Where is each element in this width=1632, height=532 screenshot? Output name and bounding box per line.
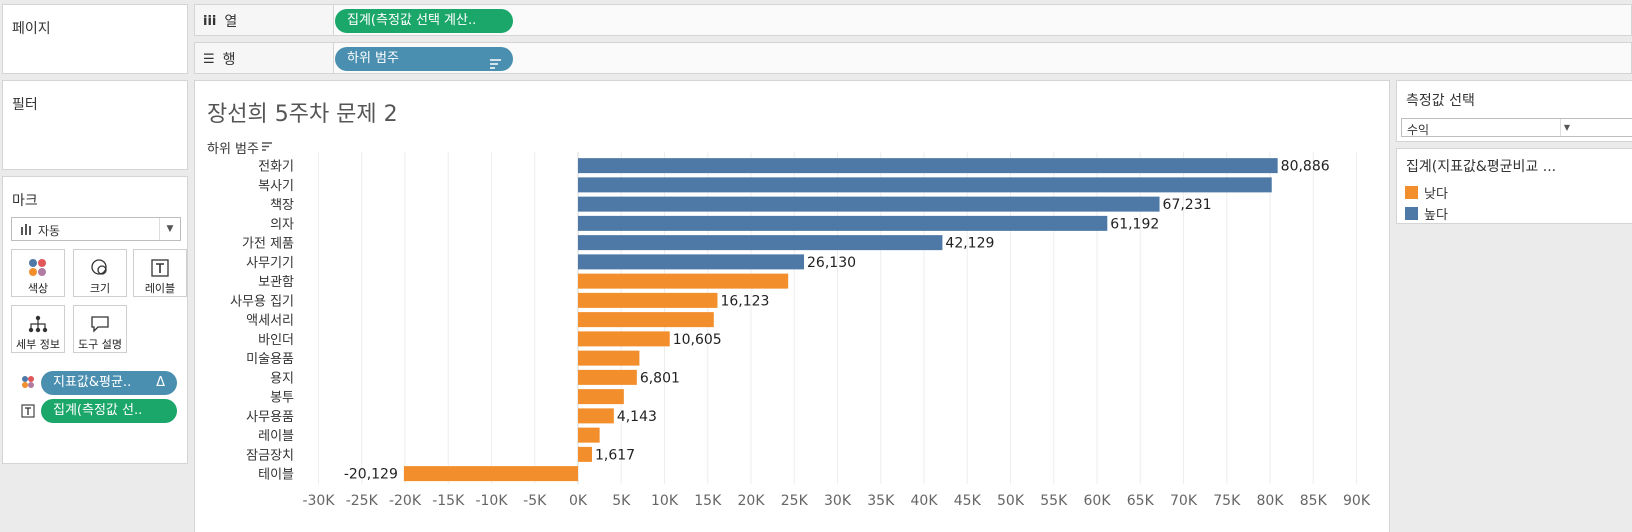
bar-chart-icon bbox=[20, 223, 32, 238]
detail-icon bbox=[12, 312, 64, 336]
columns-shelf-header: iii 열 bbox=[203, 11, 237, 31]
size-icon bbox=[74, 256, 126, 280]
row-header-label: 하위 범주 bbox=[207, 142, 259, 157]
sort-icon bbox=[261, 140, 273, 155]
legend-label-high: 높다 bbox=[1424, 208, 1448, 223]
sort-descending-icon bbox=[490, 54, 501, 71]
color-field-icon bbox=[21, 375, 35, 393]
size-button-label: 크기 bbox=[89, 282, 111, 295]
parameter-panel: 측정값 선택 수익 ▼ bbox=[1396, 80, 1632, 142]
columns-shelf-label: 열 bbox=[224, 14, 238, 30]
rows-icon: ☰ bbox=[203, 51, 215, 67]
chart-title: 장선희 5주차 문제 2 bbox=[207, 102, 398, 127]
parameter-value: 수익 bbox=[1407, 123, 1430, 137]
tooltip-button-label: 도구 설명 bbox=[78, 338, 122, 351]
view-panel: 장선희 5주차 문제 2 하위 범주 bbox=[194, 80, 1390, 532]
marks-title: 마크 bbox=[12, 193, 38, 209]
legend-label-low: 낮다 bbox=[1424, 187, 1448, 202]
pages-panel: 페이지 bbox=[2, 4, 188, 74]
rows-pill[interactable]: 하위 범주 bbox=[335, 47, 513, 71]
columns-drop-area[interactable] bbox=[333, 5, 1631, 35]
rows-shelf: ☰ 행 하위 범주 bbox=[194, 42, 1632, 74]
chevron-down-icon: ▼ bbox=[159, 218, 180, 240]
row-header[interactable]: 하위 범주 bbox=[207, 138, 273, 157]
mark-type-value: 자동 bbox=[38, 224, 61, 238]
label-field-label: 집계(측정값 선.. bbox=[53, 403, 143, 418]
parameter-title: 측정값 선택 bbox=[1406, 93, 1475, 109]
text-label-icon bbox=[134, 256, 186, 280]
columns-pill-label: 집계(측정값 선택 계산.. bbox=[347, 13, 477, 28]
legend-swatch-low bbox=[1405, 186, 1418, 199]
rows-drop-area[interactable] bbox=[333, 43, 1631, 73]
label-button-label: 레이블 bbox=[144, 282, 176, 295]
rows-shelf-header: ☰ 행 bbox=[203, 49, 236, 69]
detail-button[interactable]: 세부 정보 bbox=[11, 305, 65, 353]
delta-icon: Δ bbox=[156, 375, 165, 390]
columns-shelf: iii 열 집계(측정값 선택 계산.. bbox=[194, 4, 1632, 36]
columns-icon: iii bbox=[203, 13, 217, 29]
parameter-dropdown[interactable]: 수익 ▼ bbox=[1401, 118, 1632, 137]
color-button[interactable]: 색상 bbox=[11, 249, 65, 297]
columns-pill[interactable]: 집계(측정값 선택 계산.. bbox=[335, 9, 513, 33]
color-field-pill[interactable]: 지표값&평균.. Δ bbox=[41, 371, 177, 395]
legend-swatch-high bbox=[1405, 207, 1418, 220]
filters-panel[interactable]: 필터 bbox=[2, 80, 188, 170]
rows-shelf-label: 행 bbox=[222, 52, 236, 68]
color-icon bbox=[12, 256, 64, 280]
rows-pill-label: 하위 범주 bbox=[347, 51, 399, 66]
mark-type-dropdown[interactable]: 자동 ▼ bbox=[11, 217, 181, 241]
size-button[interactable]: 크기 bbox=[73, 249, 127, 297]
color-field-label: 지표값&평균.. bbox=[53, 375, 132, 390]
color-button-label: 색상 bbox=[27, 282, 49, 295]
label-button[interactable]: 레이블 bbox=[133, 249, 187, 297]
speech-bubble-icon bbox=[74, 312, 126, 336]
label-field-pill[interactable]: 집계(측정값 선.. bbox=[41, 399, 177, 423]
pages-title: 페이지 bbox=[12, 21, 51, 37]
detail-button-label: 세부 정보 bbox=[16, 338, 60, 351]
legend-item-high[interactable]: 높다 bbox=[1405, 204, 1448, 223]
legend-title: 집계(지표값&평균비교 ... bbox=[1406, 159, 1557, 175]
label-field-icon bbox=[21, 404, 35, 422]
chevron-down-icon: ▼ bbox=[1560, 119, 1573, 136]
tooltip-button[interactable]: 도구 설명 bbox=[73, 305, 127, 353]
color-legend-panel: 집계(지표값&평균비교 ... 낮다 높다 bbox=[1396, 148, 1632, 224]
legend-item-low[interactable]: 낮다 bbox=[1405, 183, 1448, 202]
filters-title: 필터 bbox=[12, 97, 38, 113]
marks-panel: 마크 자동 ▼ 색상 크기 레이블 세부 정보 도구 설명 bbox=[2, 176, 188, 464]
